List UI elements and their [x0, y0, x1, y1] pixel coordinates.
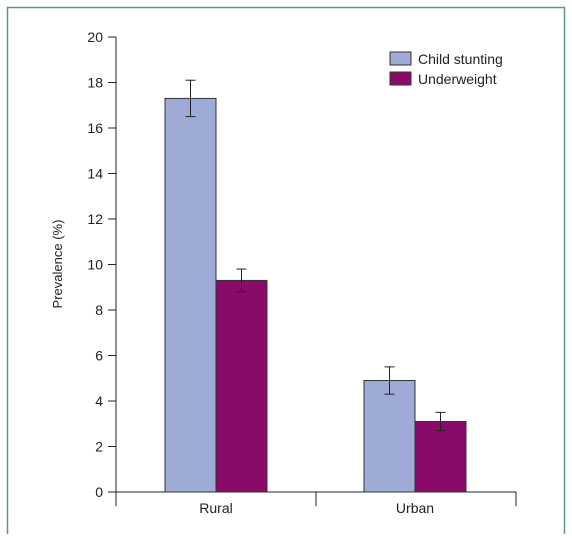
y-tick-label: 8 — [95, 302, 103, 318]
y-tick-label: 18 — [87, 75, 103, 91]
y-tick-label: 12 — [87, 211, 103, 227]
legend-label-underweight: Underweight — [418, 71, 497, 87]
x-tick-label-rural: Rural — [199, 500, 232, 516]
legend-swatch-underweight — [389, 71, 412, 86]
bar-underweight-rural — [215, 279, 268, 493]
bars — [164, 97, 467, 493]
y-axis-label: Prevalence (%) — [50, 220, 65, 309]
legend-swatch-child-stunting — [389, 51, 412, 66]
y-tick-label: 4 — [95, 393, 103, 409]
x-ticks: Rural Urban — [115, 492, 517, 516]
legend: Child stunting Underweight — [389, 51, 503, 87]
bar-child-stunting-rural — [164, 97, 217, 493]
y-tick-label: 0 — [95, 484, 103, 500]
legend-label-child-stunting: Child stunting — [418, 51, 503, 67]
y-tick-label: 2 — [95, 439, 103, 455]
y-tick-label: 16 — [87, 120, 103, 136]
bar-underweight-urban — [414, 420, 467, 493]
x-tick-label-urban: Urban — [396, 500, 434, 516]
y-tick-label: 20 — [87, 29, 103, 45]
y-ticks: 0 2 4 6 8 10 12 14 16 18 20 — [87, 29, 116, 500]
y-tick-label: 10 — [87, 257, 103, 273]
error-bars — [185, 79, 446, 432]
y-tick-label: 14 — [87, 166, 103, 182]
y-tick-label: 6 — [95, 348, 103, 364]
bar-child-stunting-urban — [363, 380, 416, 493]
